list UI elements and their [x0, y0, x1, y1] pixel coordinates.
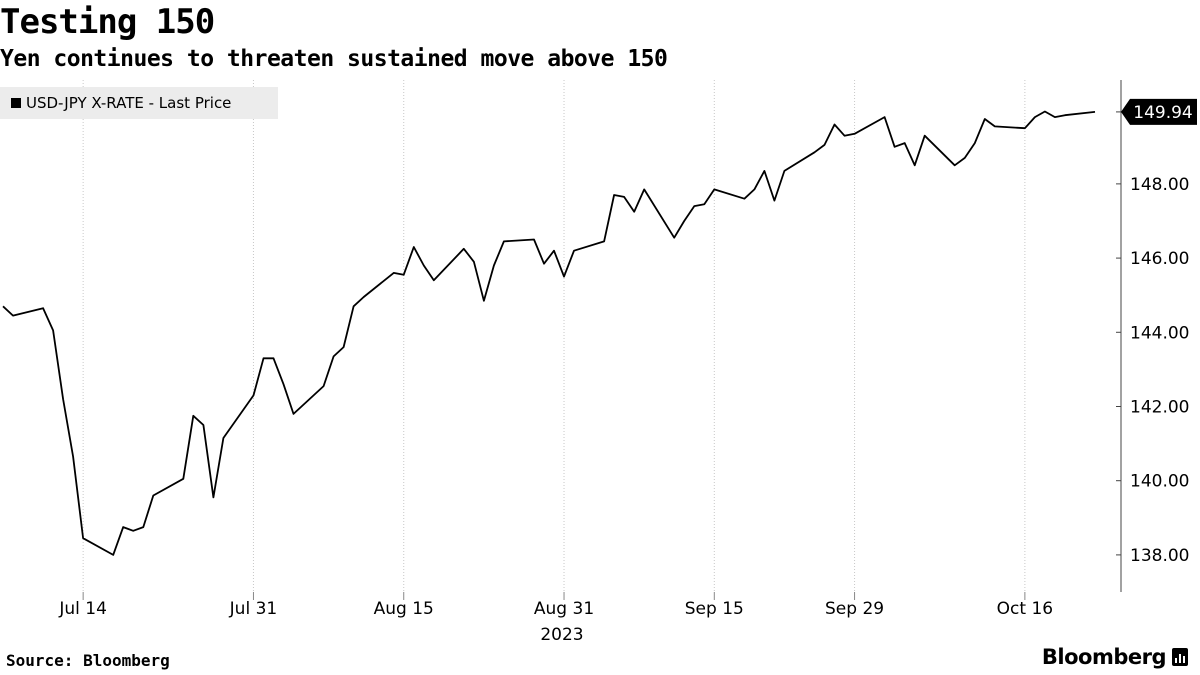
x-tick-label-6: Oct 16 — [997, 599, 1053, 619]
y-tick-label-3: 144.00 — [1130, 323, 1189, 343]
legend: USD-JPY X-RATE - Last Price — [0, 87, 278, 119]
y-tick-label-5: 148.00 — [1130, 175, 1189, 195]
source-note: Source: Bloomberg — [6, 651, 170, 670]
x-tick-label-3: Aug 31 — [534, 599, 594, 619]
x-tick-label-5: Sep 29 — [825, 599, 884, 619]
y-axis: 138.00 140.00 142.00 144.00 146.00 148.00 — [1116, 80, 1189, 592]
brand-name: Bloomberg — [1041, 645, 1167, 669]
x-tick-label-0: Jul 14 — [58, 599, 107, 619]
series-line-group — [2, 110, 1096, 556]
legend-swatch — [11, 98, 21, 108]
chart-title: Testing 150 — [0, 2, 215, 42]
last-value-tag — [1121, 98, 1197, 125]
bloomberg-icon — [1172, 648, 1188, 666]
chart-gridlines — [82, 80, 1026, 592]
y-tick-label-0: 138.00 — [1130, 546, 1189, 566]
brand-logo: Bloomberg — [1042, 645, 1188, 669]
x-axis-year-label: 2023 — [540, 625, 583, 645]
x-tick-label-2: Aug 15 — [374, 599, 434, 619]
x-tick-label-1: Jul 31 — [229, 599, 278, 619]
x-tick-label-4: Sep 15 — [685, 599, 744, 619]
chart-subtitle: Yen continues to threaten sustained move… — [0, 46, 668, 72]
legend-label: USD-JPY X-RATE - Last Price — [26, 94, 232, 112]
last-value-label: 149.94 — [1133, 103, 1192, 123]
last-value-marker: 149.94 — [1116, 98, 1197, 125]
y-tick-label-2: 142.00 — [1130, 397, 1189, 417]
x-axis: Jul 14 Jul 31 Aug 15 Aug 31 Sep 15 Sep 29 Oct … — [58, 592, 1053, 645]
y-tick-label-1: 140.00 — [1130, 472, 1189, 492]
y-tick-label-4: 146.00 — [1130, 249, 1189, 269]
series-line — [2, 110, 1096, 556]
